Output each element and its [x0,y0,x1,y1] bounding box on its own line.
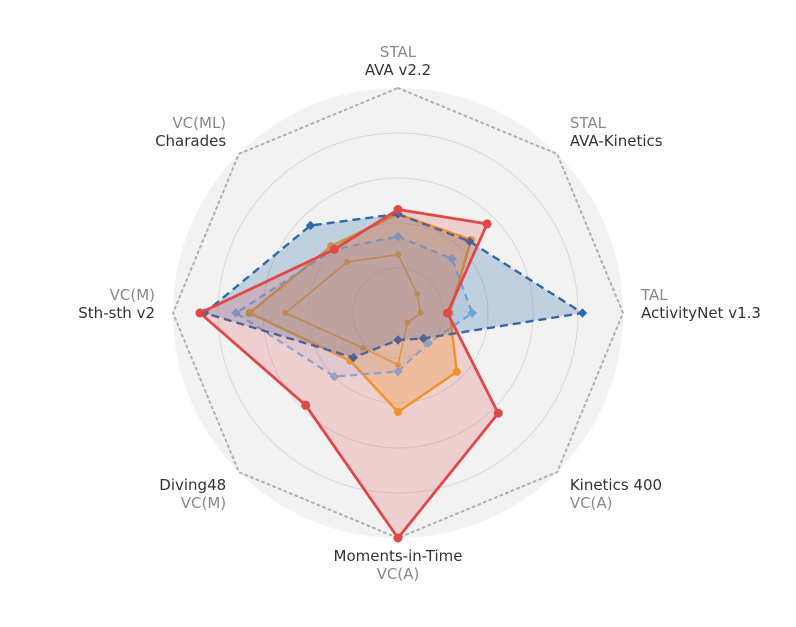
series-marker [394,534,402,542]
axis-label: STALAVA-Kinetics [570,114,663,150]
axis-label: VC(M)Diving48 [159,476,226,512]
axis-label-primary: Kinetics 400 [570,476,662,494]
axis-label-primary: ActivityNet v1.3 [641,304,761,322]
axis-label: VC(A)Moments-in-Time [334,547,463,583]
radar-chart: STALAVA v2.2STALAVA-KineticsTALActivityN… [0,0,796,627]
axis-label-primary: AVA-Kinetics [570,132,663,150]
series-marker [444,309,452,317]
axis-label-secondary: STAL [570,114,607,132]
series-marker [330,245,338,253]
axis-label-primary: Diving48 [159,476,226,494]
axis-label-secondary: VC(ML) [172,114,226,132]
axis-label-primary: Sth-sth v2 [78,304,155,322]
axis-label-secondary: VC(A) [570,494,613,512]
axis-label-secondary: VC(A) [377,565,420,583]
axis-label: STALAVA v2.2 [365,43,431,79]
axis-label-secondary: TAL [640,286,668,304]
axis-label: VC(ML)Charades [155,114,226,150]
series-marker [196,309,204,317]
axis-label: VC(M)Sth-sth v2 [78,286,155,322]
series-marker [394,206,402,214]
axis-label-secondary: VC(M) [181,494,226,512]
axis-label-secondary: STAL [380,43,417,61]
series-marker [494,409,502,417]
axis-label: VC(A)Kinetics 400 [570,476,662,512]
axis-label-secondary: VC(M) [110,286,155,304]
series-marker [483,220,491,228]
series-marker [302,401,310,409]
axis-label-primary: Moments-in-Time [334,547,463,565]
axis-label-primary: AVA v2.2 [365,61,431,79]
axis-label: TALActivityNet v1.3 [640,286,761,322]
axis-label-primary: Charades [155,132,226,150]
